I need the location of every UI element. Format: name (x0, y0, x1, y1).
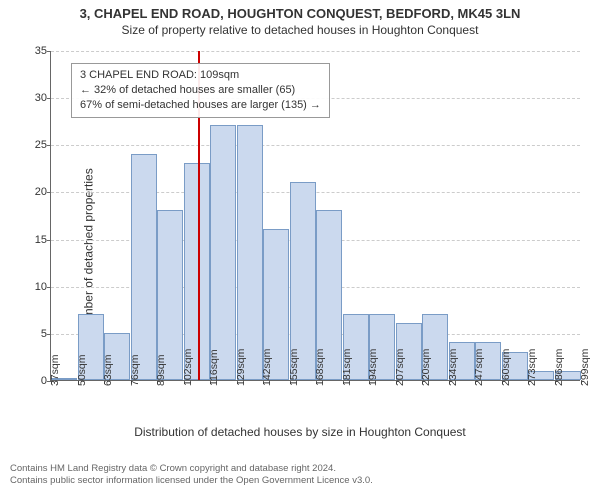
xtick-label: 273sqm (526, 349, 538, 386)
xtick-label: 220sqm (420, 349, 432, 386)
info-box-line: 67% of semi-detached houses are larger (… (80, 98, 321, 113)
xtick-label: 234sqm (447, 349, 459, 386)
chart-subtitle: Size of property relative to detached ho… (0, 21, 600, 41)
histogram-bar (237, 125, 263, 380)
footer: Contains HM Land Registry data © Crown c… (0, 461, 600, 487)
ytick-label: 10 (35, 281, 51, 293)
plot-area: 0510152025303537sqm50sqm63sqm76sqm89sqm1… (50, 51, 580, 381)
info-box-line: 3 CHAPEL END ROAD: 109sqm (80, 68, 321, 83)
gridline (51, 145, 580, 146)
xtick-label: 207sqm (394, 349, 406, 386)
xtick-label: 102sqm (182, 349, 194, 386)
xtick-label: 168sqm (314, 349, 326, 386)
footer-line-1: Contains HM Land Registry data © Crown c… (10, 463, 590, 475)
ytick-label: 35 (35, 45, 51, 57)
xtick-label: 89sqm (155, 354, 167, 386)
xtick-label: 299sqm (579, 349, 591, 386)
histogram-bar (210, 125, 236, 380)
ytick-label: 15 (35, 234, 51, 246)
xtick-label: 76sqm (129, 354, 141, 386)
histogram-bar (184, 163, 210, 380)
xtick-label: 260sqm (500, 349, 512, 386)
xtick-label: 129sqm (235, 349, 247, 386)
ytick-label: 30 (35, 92, 51, 104)
xtick-label: 63sqm (102, 354, 114, 386)
xtick-label: 247sqm (473, 349, 485, 386)
chart-container: Number of detached properties 0510152025… (0, 41, 600, 461)
info-box-line: ← 32% of detached houses are smaller (65… (80, 83, 321, 98)
footer-line-2: Contains public sector information licen… (10, 475, 590, 487)
xtick-label: 142sqm (261, 349, 273, 386)
page-title: 3, CHAPEL END ROAD, HOUGHTON CONQUEST, B… (0, 0, 600, 21)
xtick-label: 181sqm (341, 349, 353, 386)
histogram-bar (131, 154, 157, 380)
ytick-label: 20 (35, 186, 51, 198)
xtick-label: 155sqm (288, 349, 300, 386)
xtick-label: 116sqm (208, 349, 220, 386)
ytick-label: 5 (41, 328, 51, 340)
x-axis-label: Distribution of detached houses by size … (0, 425, 600, 439)
info-box: 3 CHAPEL END ROAD: 109sqm← 32% of detach… (71, 63, 330, 118)
gridline (51, 51, 580, 52)
xtick-label: 37sqm (49, 354, 61, 386)
xtick-label: 286sqm (553, 349, 565, 386)
xtick-label: 194sqm (367, 349, 379, 386)
xtick-label: 50sqm (76, 354, 88, 386)
ytick-label: 25 (35, 139, 51, 151)
